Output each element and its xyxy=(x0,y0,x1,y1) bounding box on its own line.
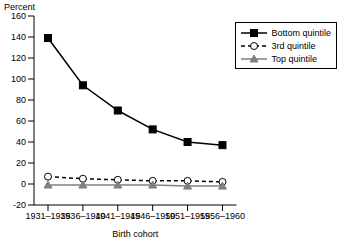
svg-text:0: 0 xyxy=(21,179,26,189)
svg-text:120: 120 xyxy=(11,53,26,63)
svg-text:Birth cohort: Birth cohort xyxy=(112,229,159,239)
svg-text:160: 160 xyxy=(11,11,26,21)
html-text:3rd quintile: 3rd quintile xyxy=(271,40,316,51)
svg-text:1951–1955: 1951–1955 xyxy=(165,211,211,222)
svg-text:20: 20 xyxy=(16,158,26,168)
svg-text:1941–1945: 1941–1945 xyxy=(95,211,141,222)
svg-text:140: 140 xyxy=(11,32,26,42)
svg-text:-20: -20 xyxy=(13,200,26,210)
svg-text:1956–1960: 1956–1960 xyxy=(200,211,245,221)
svg-text:40: 40 xyxy=(16,137,26,147)
svg-text:80: 80 xyxy=(16,95,26,105)
html-text:Top quintile: Top quintile xyxy=(271,53,317,64)
svg-text:1931–1935: 1931–1935 xyxy=(25,211,71,222)
svg-text:1936–1940: 1936–1940 xyxy=(60,211,106,222)
svg-text:1946–1950: 1946–1950 xyxy=(130,211,176,222)
html-text:Percent: Percent xyxy=(4,2,35,12)
svg-text:100: 100 xyxy=(11,74,26,84)
html-text:Bottom quintile: Bottom quintile xyxy=(271,27,331,38)
svg-text:60: 60 xyxy=(16,116,26,126)
